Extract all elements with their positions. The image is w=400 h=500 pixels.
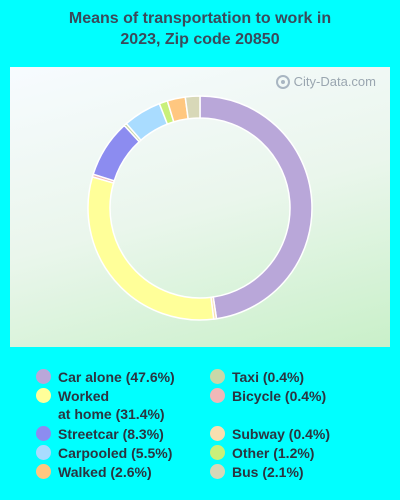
legend-item-walked: Walked (2.6%) — [36, 463, 152, 481]
legend-swatch — [210, 369, 225, 384]
legend-swatch — [36, 369, 51, 384]
legend-item-bus: Bus (2.1%) — [210, 463, 304, 481]
legend: Car alone (47.6%) Worked at home (31.4%)… — [0, 366, 400, 500]
legend-label-line-1: Worked — [58, 388, 110, 404]
chart-title-line-1: Means of transportation to work in — [68, 10, 332, 27]
legend-swatch — [210, 464, 225, 479]
legend-label: Worked at home (31.4%) — [58, 387, 165, 423]
legend-swatch — [210, 426, 225, 441]
legend-swatch — [36, 445, 51, 460]
legend-label: Other (1.2%) — [232, 445, 315, 461]
legend-item-subway: Subway (0.4%) — [210, 425, 330, 443]
legend-label: Streetcar (8.3%) — [58, 426, 164, 442]
legend-item-carpooled: Carpooled (5.5%) — [36, 444, 172, 462]
chart-panel — [10, 67, 390, 347]
legend-label: Walked (2.6%) — [58, 464, 152, 480]
chart-title-line-2: 2023, Zip code 20850 — [120, 31, 280, 48]
legend-item-worked-at-home: Worked at home (31.4%) — [36, 387, 165, 423]
watermark-text: City-Data.com — [293, 74, 376, 89]
legend-swatch — [210, 388, 225, 403]
legend-item-streetcar: Streetcar (8.3%) — [36, 425, 164, 443]
watermark: City-Data.com — [275, 74, 376, 89]
legend-swatch — [36, 388, 51, 403]
legend-swatch — [210, 445, 225, 460]
legend-label: Car alone (47.6%) — [58, 369, 175, 385]
watermark-search-icon — [275, 74, 290, 89]
legend-label: Carpooled (5.5%) — [58, 445, 173, 461]
legend-label: Subway (0.4%) — [232, 426, 331, 442]
legend-item-bicycle: Bicycle (0.4%) — [210, 387, 326, 405]
chart-title: Means of transportation to work in 2023,… — [0, 8, 400, 50]
legend-label: Bicycle (0.4%) — [232, 388, 327, 404]
legend-label: Bus (2.1%) — [232, 464, 304, 480]
legend-swatch — [36, 464, 51, 479]
legend-swatch — [36, 426, 51, 441]
legend-label: Taxi (0.4%) — [232, 369, 305, 385]
legend-item-taxi: Taxi (0.4%) — [210, 368, 304, 386]
legend-label-line-2: at home (31.4%) — [58, 406, 165, 422]
legend-item-other: Other (1.2%) — [210, 444, 314, 462]
legend-item-car-alone: Car alone (47.6%) — [36, 368, 175, 386]
